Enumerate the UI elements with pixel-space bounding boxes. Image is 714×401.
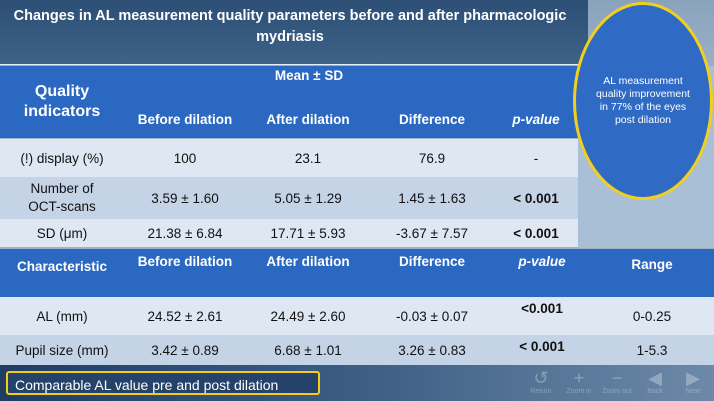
bottom-callout: Comparable AL value pre and post dilatio… [6, 371, 320, 395]
al-label: AL (mm) [0, 297, 124, 335]
nav-zoom-out-button[interactable]: − Zoom out [602, 368, 632, 395]
next-icon: ▶ [686, 368, 700, 388]
col-characteristic: Characteristic [0, 249, 124, 297]
slide-nav-bar: ↺ Return + Zoom in − Zoom out ◀ Back ▶ N… [520, 366, 714, 401]
row2-p: < 0.001 [494, 177, 578, 219]
nav-return-button[interactable]: ↺ Return [530, 368, 552, 395]
zoom-in-icon: + [573, 368, 585, 388]
al-before: 24.52 ± 2.61 [124, 297, 246, 335]
pupil-after: 6.68 ± 1.01 [246, 335, 370, 365]
nav-zoom-in-button[interactable]: + Zoom in [566, 368, 592, 395]
oval-callout-text: AL measurement quality improvement in 77… [596, 75, 690, 126]
col-before-dilation: Before dilation [124, 100, 246, 138]
al-range: 0-0.25 [590, 297, 714, 335]
header-spacer [494, 66, 578, 100]
col-difference: Difference [370, 100, 494, 138]
back-icon: ◀ [648, 368, 662, 388]
p-value-label-2: p-value [518, 254, 566, 269]
row1-difference: 76.9 [370, 139, 494, 177]
row2-after: 5.05 ± 1.29 [246, 177, 370, 219]
pupil-label: Pupil size (mm) [0, 335, 124, 365]
col2-after-dilation: After dilation [246, 249, 370, 297]
slide-title: Changes in AL measurement quality parame… [13, 8, 567, 45]
col-after-dilation: After dilation [246, 100, 370, 138]
al-after: 24.49 ± 2.60 [246, 297, 370, 335]
row2-difference: 1.45 ± 1.63 [370, 177, 494, 219]
al-p: <0.001 [494, 297, 590, 335]
pupil-p: < 0.001 [494, 335, 590, 365]
row3-after: 17.71 ± 5.93 [246, 219, 370, 247]
al-difference: -0.03 ± 0.07 [370, 297, 494, 335]
row2-label: Number of OCT-scans [0, 177, 124, 219]
row3-label: SD (μm) [0, 219, 124, 247]
pupil-difference: 3.26 ± 0.83 [370, 335, 494, 365]
nav-next-button[interactable]: ▶ Next [685, 368, 701, 395]
group-header-mean-sd: Mean ± SD [124, 66, 494, 100]
row3-difference: -3.67 ± 7.57 [370, 219, 494, 247]
nav-back-button[interactable]: ◀ Back [647, 368, 663, 395]
return-icon: ↺ [533, 368, 549, 388]
quality-indicators-label: Quality indicators [23, 83, 101, 120]
row1-before: 100 [124, 139, 246, 177]
row-header-quality-indicators: Quality indicators [0, 66, 124, 138]
row3-before: 21.38 ± 6.84 [124, 219, 246, 247]
oval-callout: AL measurement quality improvement in 77… [573, 2, 713, 200]
col2-difference: Difference [370, 249, 494, 297]
pupil-before: 3.42 ± 0.89 [124, 335, 246, 365]
row2-before: 3.59 ± 1.60 [124, 177, 246, 219]
title-band: Changes in AL measurement quality parame… [0, 0, 588, 65]
col-p-value: p-value [494, 100, 578, 138]
col2-p-value: p-value [494, 249, 590, 297]
col2-before-dilation: Before dilation [124, 249, 246, 297]
col-range: Range [590, 249, 714, 297]
row3-p: < 0.001 [494, 219, 578, 247]
pupil-range: 1-5.3 [590, 335, 714, 365]
row1-label: (!) display (%) [0, 139, 124, 177]
p-value-label: p-value [512, 111, 560, 127]
row1-p: - [494, 139, 578, 177]
row1-after: 23.1 [246, 139, 370, 177]
zoom-out-icon: − [611, 368, 623, 388]
